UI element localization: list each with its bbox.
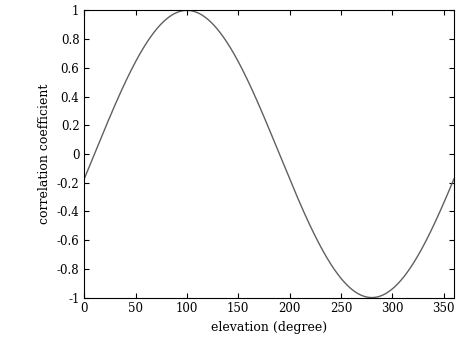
Y-axis label: correlation coefficient: correlation coefficient (38, 84, 51, 224)
X-axis label: elevation (degree): elevation (degree) (211, 321, 327, 334)
